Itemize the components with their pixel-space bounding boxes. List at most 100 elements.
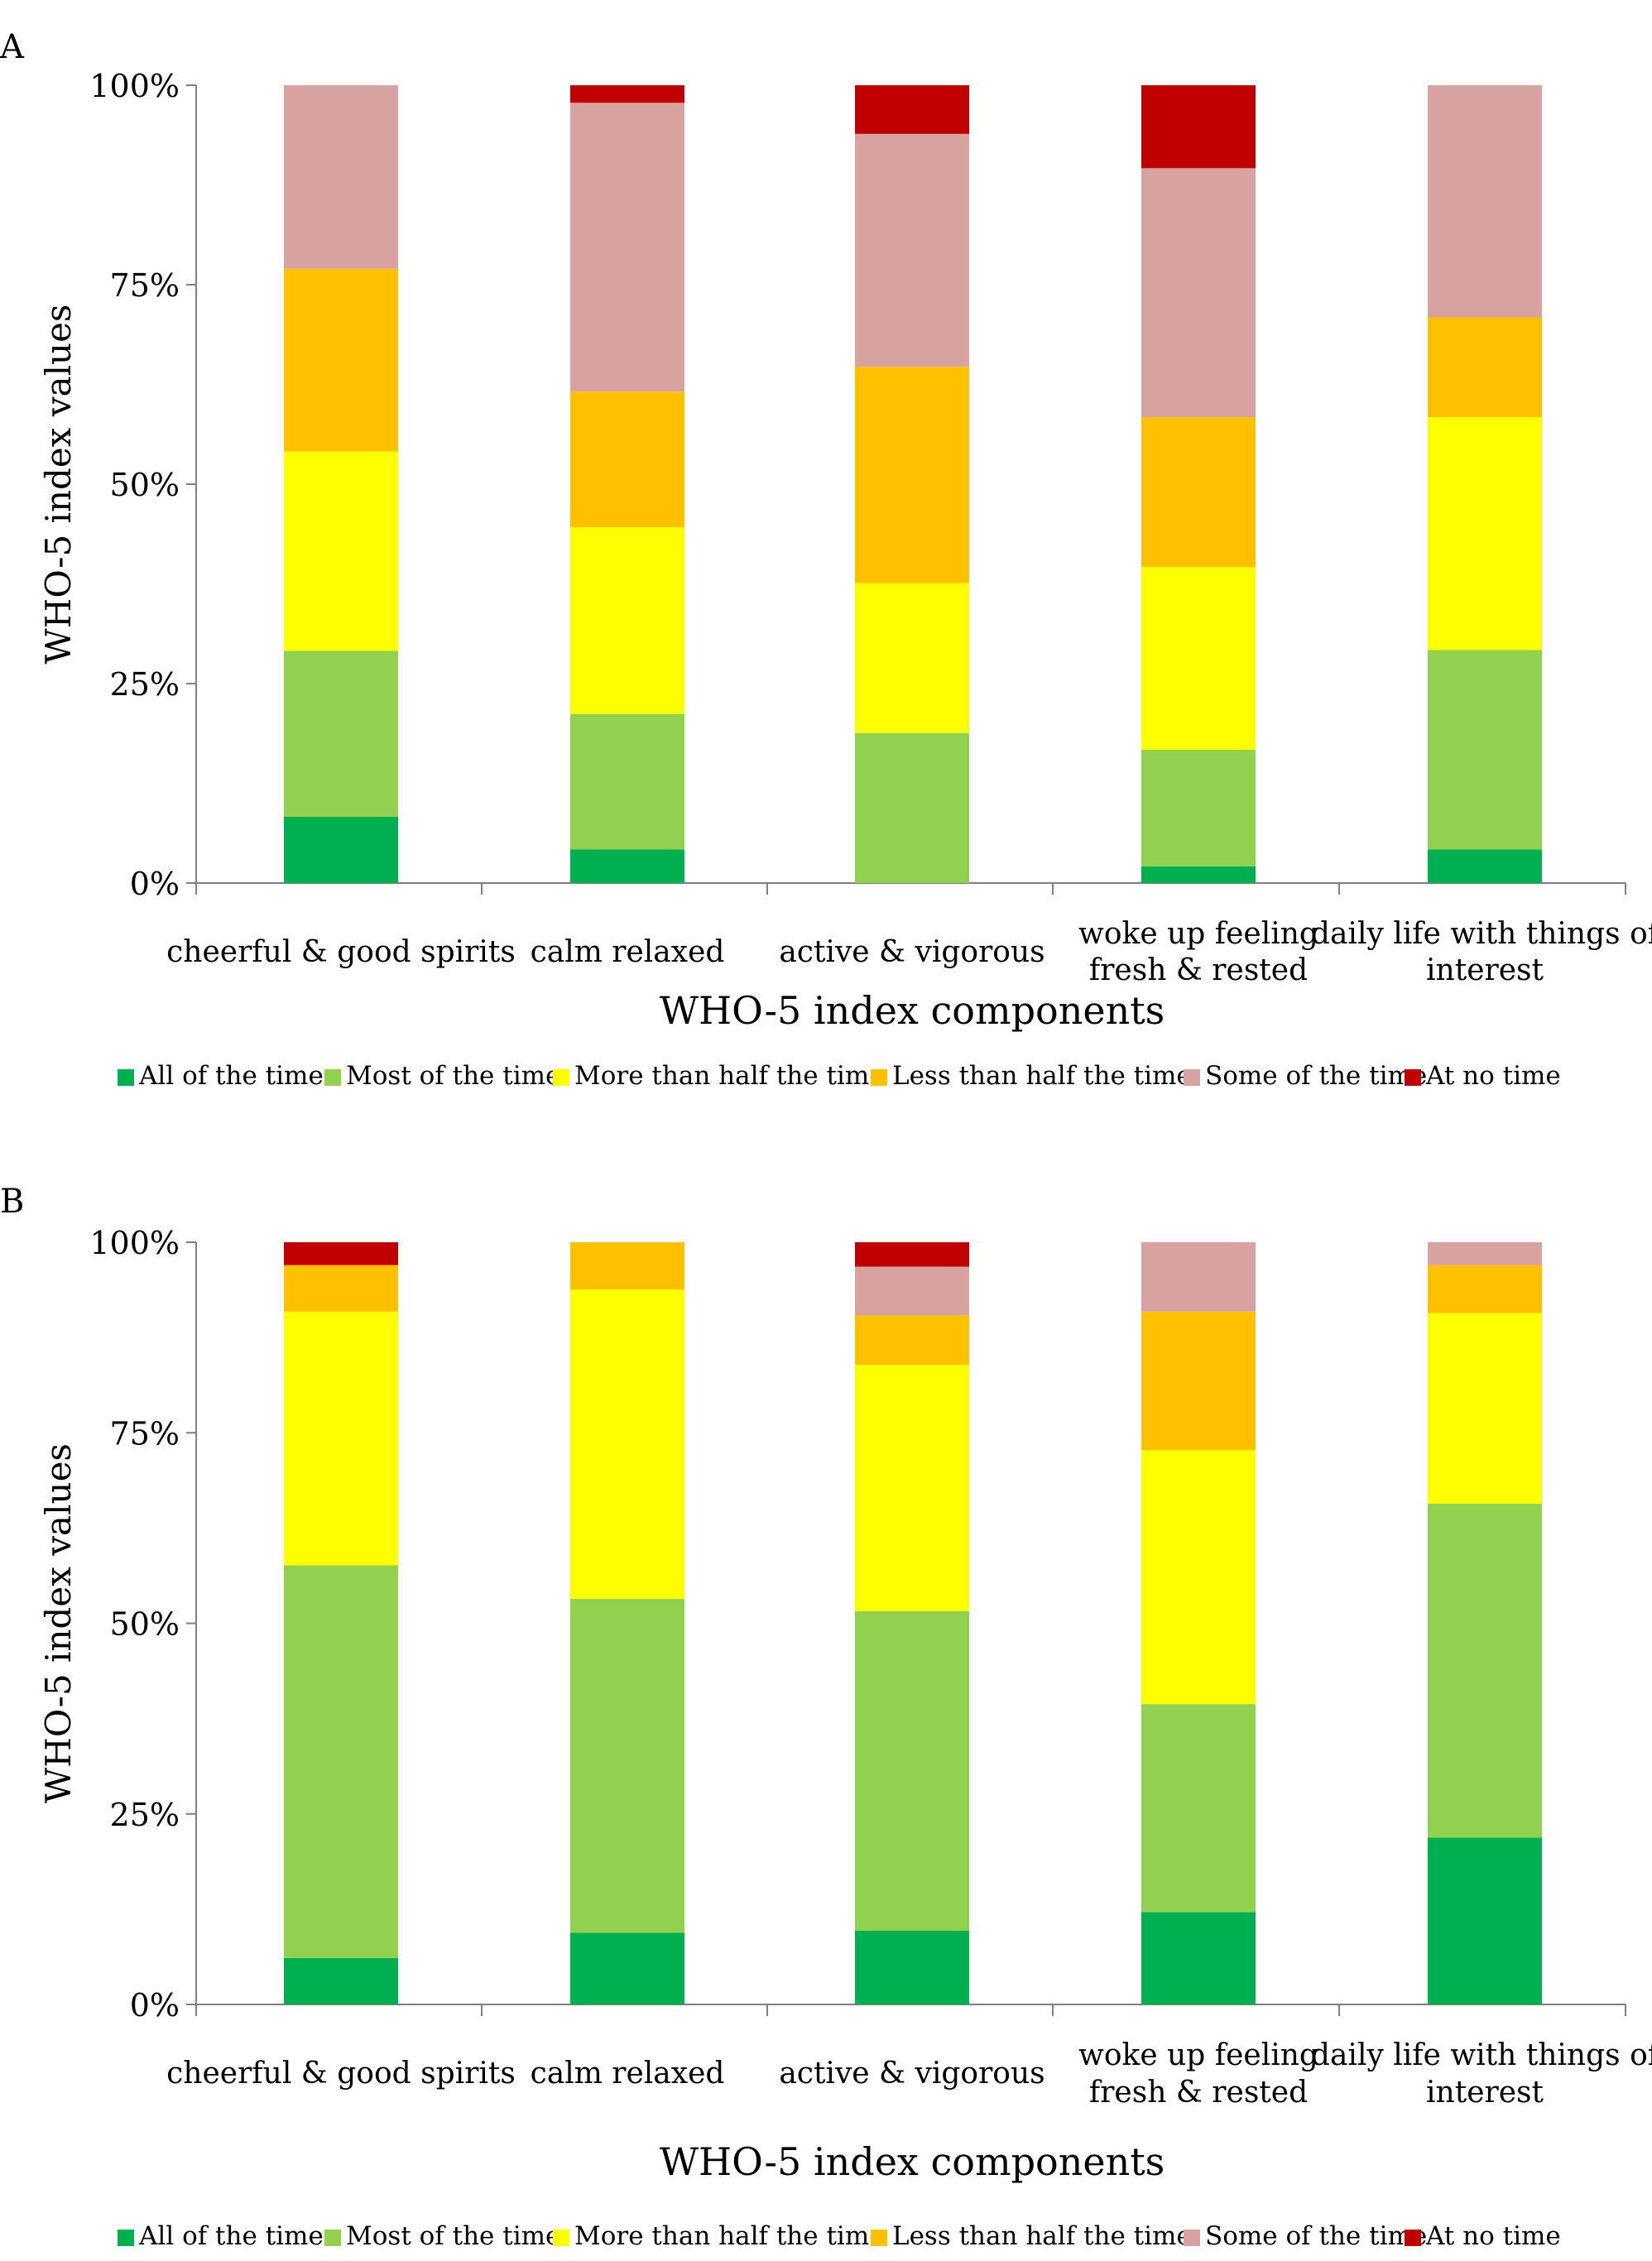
- bar-segment: [284, 650, 398, 817]
- x-category-label: interest: [1426, 2076, 1544, 2110]
- bar-segment: [1428, 1503, 1542, 1838]
- x-category-label: active & vigorous: [779, 2057, 1045, 2091]
- bar-segment: [284, 1565, 398, 1958]
- x-category-label: woke up feeling: [1078, 2038, 1318, 2072]
- x-category-label: woke up feeling: [1078, 917, 1318, 951]
- bar-segment: [284, 268, 398, 452]
- bar-segment: [855, 1315, 969, 1366]
- legend-label: At no time: [1425, 2221, 1561, 2251]
- x-category-label: fresh & rested: [1089, 953, 1308, 987]
- x-category-label: daily life with things of: [1311, 917, 1652, 951]
- bar-segment: [1141, 417, 1256, 568]
- bar-segment: [570, 1289, 684, 1600]
- legend-label: Some of the time: [1205, 2221, 1427, 2251]
- chart-panel-b: B 0% 25% 50% 75% 100% cheerful & good spirits c…: [0, 1155, 1652, 2261]
- x-axis-label: WHO-5 index components: [660, 2139, 1165, 2184]
- bar-segment: [1428, 849, 1542, 883]
- y-axis-label: WHO-5 index values: [38, 305, 79, 665]
- bar-segment: [570, 1932, 684, 2004]
- x-category-label: calm relaxed: [531, 935, 725, 969]
- y-axis-label: WHO-5 index values: [38, 1443, 79, 1803]
- y-tick-label: 100%: [89, 68, 180, 104]
- legend-swatch: [871, 1069, 887, 1086]
- bar-segment: [1428, 1837, 1542, 2004]
- legend-label: All of the time: [138, 2221, 324, 2251]
- panel-label: A: [0, 28, 25, 66]
- legend-swatch: [118, 1069, 134, 1086]
- legend-label: Less than half the time: [892, 1061, 1192, 1091]
- bar-segment: [1428, 650, 1542, 850]
- bar-segment: [570, 85, 684, 103]
- legend-swatch: [118, 2230, 134, 2246]
- x-category-label: interest: [1426, 953, 1544, 987]
- bar-segment: [1141, 1242, 1256, 1312]
- bar-segment: [570, 527, 684, 714]
- legend-label: At no time: [1425, 1061, 1561, 1091]
- legend-label: Most of the time: [346, 1061, 560, 1091]
- bar-segment: [1141, 1704, 1256, 1913]
- legend-swatch: [1184, 1069, 1200, 1086]
- bar-segment: [284, 1311, 398, 1566]
- legend-label: Some of the time: [1205, 1061, 1427, 1091]
- y-tick-label: 25%: [110, 1797, 180, 1833]
- bar-segment: [570, 1599, 684, 1933]
- bar-segment: [284, 1242, 398, 1265]
- legend-swatch: [1405, 1069, 1421, 1086]
- bar-segment: [855, 1242, 969, 1267]
- bar-segment: [1428, 1242, 1542, 1265]
- legend-label: More than half the time: [574, 1061, 885, 1091]
- x-axis-label: WHO-5 index components: [660, 988, 1165, 1033]
- bar-segment: [855, 1611, 969, 1931]
- bar-segment: [570, 1242, 684, 1290]
- legend-swatch: [1405, 2230, 1421, 2246]
- legend-label: More than half the time: [574, 2221, 885, 2251]
- bar-segment: [855, 583, 969, 733]
- y-tick-label: 0%: [130, 1987, 180, 2023]
- bar-segment: [284, 85, 398, 269]
- bar-segment: [855, 367, 969, 583]
- x-category-label: active & vigorous: [779, 935, 1045, 969]
- bar-segment: [855, 1266, 969, 1316]
- bar-segment: [855, 1930, 969, 2004]
- x-category-label: cheerful & good spirits: [166, 935, 516, 969]
- legend-label: Most of the time: [346, 2221, 560, 2251]
- bar-segment: [570, 713, 684, 850]
- y-tick-label: 100%: [89, 1225, 180, 1261]
- x-category-label: cheerful & good spirits: [166, 2057, 516, 2091]
- bar-segment: [570, 391, 684, 528]
- y-tick-label: 50%: [110, 1606, 180, 1643]
- bar-segment: [284, 1265, 398, 1312]
- legend-swatch: [553, 1069, 569, 1086]
- x-category-label: fresh & rested: [1089, 2076, 1308, 2110]
- stacked-bar-chart-b: B 0% 25% 50% 75% 100% cheerful & good spirits c…: [0, 1183, 1652, 2251]
- x-category-label: daily life with things of: [1311, 2038, 1652, 2072]
- bar-segment: [855, 85, 969, 134]
- y-tick-label: 25%: [110, 666, 180, 703]
- legend-swatch: [553, 2230, 569, 2246]
- bar-segment: [1428, 1313, 1542, 1504]
- y-tick-label: 50%: [110, 467, 180, 503]
- bar-segment: [855, 1365, 969, 1611]
- chart-panel-a: A 0% 25% 50% 75% 100% cheerful & good spirits c…: [0, 28, 1652, 1091]
- bar-segment: [855, 732, 969, 883]
- legend-label: All of the time: [138, 1061, 324, 1091]
- x-category-label: calm relaxed: [531, 2057, 725, 2091]
- legend-swatch: [324, 1069, 341, 1086]
- bar-segment: [1428, 317, 1542, 418]
- bar-segment: [1141, 567, 1256, 751]
- bar-segment: [284, 451, 398, 651]
- bar-segment: [1141, 85, 1256, 169]
- legend-swatch: [871, 2230, 887, 2246]
- bar-segment: [1428, 417, 1542, 650]
- bar-segment: [284, 1957, 398, 2004]
- bar-segment: [1141, 1912, 1256, 2004]
- legend-label: Less than half the time: [892, 2221, 1192, 2251]
- bar-segment: [1428, 85, 1542, 318]
- y-tick-label: 75%: [110, 1415, 180, 1452]
- bar-segment: [1141, 1311, 1256, 1451]
- bar-segment: [570, 849, 684, 883]
- panel-label: B: [0, 1183, 24, 1221]
- bar-segment: [1428, 1265, 1542, 1313]
- legend-swatch: [324, 2230, 341, 2246]
- bar-segment: [1141, 168, 1256, 418]
